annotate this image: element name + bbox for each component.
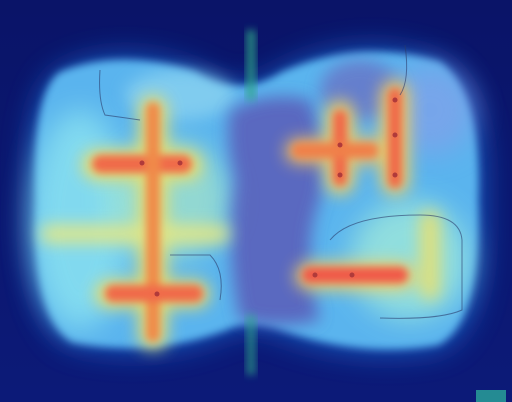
heat-zone	[228, 96, 324, 326]
corner-patch	[476, 390, 506, 402]
hot-pills	[92, 88, 408, 342]
streak	[246, 315, 256, 375]
outlines	[99, 44, 463, 319]
heat-zone	[350, 200, 470, 320]
dots	[139, 97, 398, 297]
streak	[246, 30, 256, 100]
